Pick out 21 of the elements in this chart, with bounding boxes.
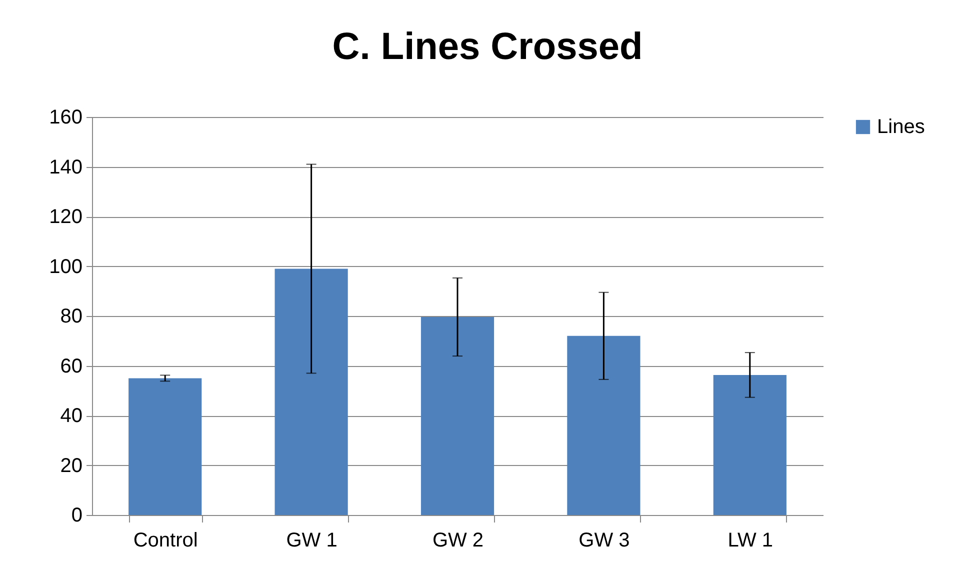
legend-label: Lines (877, 116, 925, 138)
y-tick-label: 0 (71, 504, 82, 526)
x-tick-label: GW 3 (578, 530, 630, 552)
y-tick-label: 100 (49, 256, 82, 278)
y-tick-label: 40 (60, 405, 82, 427)
bar (420, 316, 494, 515)
bar (567, 336, 640, 515)
x-tick-label: Control (133, 530, 198, 552)
bar (274, 268, 348, 515)
bar (713, 374, 786, 515)
bar (128, 378, 202, 515)
x-tick-label: LW 1 (728, 530, 773, 552)
y-tick-label: 140 (49, 156, 82, 178)
y-tick-label: 60 (60, 355, 82, 378)
y-tick-label: 160 (49, 106, 82, 128)
y-tick-label: 80 (60, 306, 82, 328)
y-tick-label: 120 (49, 206, 82, 228)
chart-title: C. Lines Crossed (332, 26, 643, 68)
x-tick-label: GW 1 (286, 530, 338, 552)
y-tick-label: 20 (60, 454, 82, 477)
x-tick-label: GW 2 (432, 530, 484, 552)
